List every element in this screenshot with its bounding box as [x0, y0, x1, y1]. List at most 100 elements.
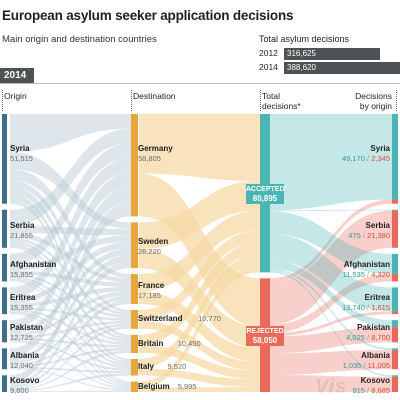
total-value: 58,050: [252, 336, 278, 346]
destination-label: Belgium: [138, 381, 170, 391]
flow-destination-accepted: [139, 210, 260, 292]
origin-rejected-node: [392, 376, 398, 392]
flow-origin-destination: [10, 255, 131, 362]
header-rule: [2, 90, 3, 111]
year-tag: 2014: [0, 68, 34, 83]
flow-origin-destination: [10, 312, 131, 388]
flow-origin-destination: [10, 168, 131, 279]
origin-label: Eritrea: [10, 292, 36, 302]
header-decisions-line2: by origin: [359, 101, 392, 111]
flow-origin-destination: [10, 235, 131, 271]
flow-accepted-origin: [268, 211, 392, 274]
flow-origin-destination: [10, 157, 131, 299]
flow-rejected-origin: [268, 350, 392, 375]
flow-destination-rejected: [139, 320, 260, 371]
header-total-line1: Total: [262, 91, 280, 101]
origin-accepted-node: [392, 375, 398, 377]
flow-rejected-origin: [268, 199, 392, 283]
flow-accepted-origin: [268, 268, 392, 351]
total-badge: REJECTED 58,050: [246, 326, 284, 347]
origin-label: Syria: [10, 144, 30, 153]
header-rule: [260, 90, 261, 111]
flow-origin-destination: [10, 366, 131, 374]
rejected-value: 1,615: [371, 302, 390, 312]
flow-destination-accepted: [139, 254, 260, 369]
watermark: Vis: [315, 376, 348, 398]
flow-origin-destination: [10, 225, 131, 236]
destination-label: Italy: [138, 362, 155, 372]
flow-destination-accepted: [139, 242, 260, 346]
accepted-value: 1,035: [342, 360, 362, 370]
origin-node: [2, 375, 7, 392]
flow-origin-destination: [10, 286, 131, 308]
flow-origin-destination: [10, 278, 131, 367]
flow-origin-destination: [10, 151, 131, 229]
flow-origin-destination: [10, 172, 131, 330]
chart-title: European asylum seeker application decis…: [2, 8, 294, 23]
flow-origin-destination: [10, 233, 131, 283]
flow-origin-destination: [10, 350, 131, 391]
accepted-value: 915: [352, 385, 365, 395]
destination-label: Britain: [138, 338, 164, 348]
flow-origin-destination: [10, 186, 131, 338]
decision-origin-label: Afghanistan: [343, 259, 390, 269]
flow-rejected-origin: [268, 327, 392, 354]
decision-origin-label: Albania: [361, 350, 390, 360]
origin-accepted-node: [392, 209, 398, 211]
header-total-line2: decisions*: [262, 101, 301, 111]
origin-rejected-node: [392, 350, 398, 370]
destination-value: 17,185: [138, 291, 161, 301]
origin-accepted-node: [392, 253, 398, 274]
origin-node: [2, 114, 7, 204]
rejected-value: 8,685: [371, 385, 390, 395]
accepted-value: 4,025: [346, 333, 365, 343]
flow-origin-destination: [10, 390, 131, 392]
destination-value: 26,220: [138, 247, 161, 257]
origin-label: Pakistan: [10, 323, 43, 333]
rejected-value: 11,005: [367, 360, 390, 370]
flow-accepted-origin: [268, 270, 392, 377]
header-decisions-line1: Decisions: [355, 91, 392, 101]
header-rule: [131, 90, 132, 111]
origin-node: [2, 287, 7, 315]
destination-node: [131, 358, 138, 376]
flow-origin-destination: [10, 338, 131, 348]
accepted-value: 11,535: [342, 269, 365, 279]
origin-node: [2, 253, 7, 282]
flow-origin-destination: [10, 114, 131, 152]
flow-rejected-origin: [268, 210, 392, 325]
flow-accepted-origin: [268, 233, 392, 312]
flow-destination-accepted: [139, 230, 260, 321]
total-value: 80,895: [252, 194, 278, 204]
flow-origin-destination: [10, 291, 131, 337]
origin-rejected-node: [392, 199, 398, 204]
header-destination: Destination: [133, 91, 176, 101]
separator: /: [364, 154, 372, 163]
flow-origin-destination: [10, 320, 131, 339]
flow-origin-destination: [10, 274, 131, 319]
flow-origin-destination: [10, 373, 131, 392]
origin-accepted-node: [392, 114, 398, 200]
flow-origin-destination: [10, 307, 131, 321]
accepted-value: 13,740: [342, 302, 365, 312]
origin-rejected-node: [392, 210, 398, 248]
destination-label: Switzerland: [138, 314, 183, 324]
origin-value: 9,600: [10, 385, 29, 395]
separator: /: [364, 269, 372, 279]
origin-label: Kosovo: [10, 375, 40, 385]
totals-title: Total asylum decisions: [259, 34, 350, 44]
flow-origin-destination: [10, 237, 131, 316]
header-rule: [396, 90, 397, 111]
flow-origin-destination: [10, 241, 131, 304]
origin-value: 15,355: [10, 302, 33, 312]
flow-origin-destination: [10, 368, 131, 391]
origin-label: Serbia: [10, 220, 35, 230]
accepted-value: 49,170: [342, 154, 365, 163]
flow-origin-destination: [10, 201, 131, 383]
flow-origin-destination: [10, 347, 131, 367]
destination-value: 9,520: [167, 362, 187, 372]
decision-origin-label: Syria: [370, 144, 390, 153]
origin-value: 12,040: [10, 360, 33, 370]
origin-value: 12,725: [10, 333, 33, 343]
